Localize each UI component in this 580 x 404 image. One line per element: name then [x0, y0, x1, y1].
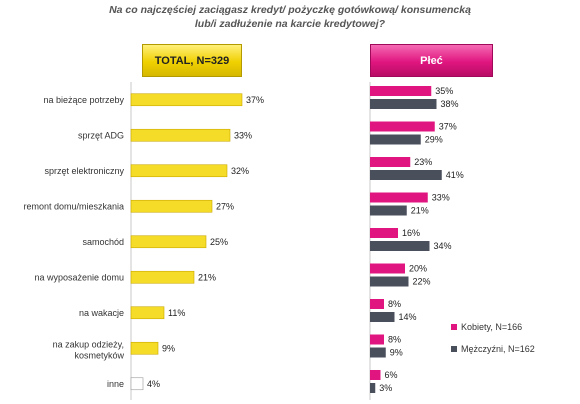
female-bar	[370, 334, 384, 345]
total-value-label: 27%	[216, 201, 234, 211]
male-bar	[370, 241, 430, 251]
total-bar	[130, 306, 165, 320]
male-value-label: 3%	[379, 383, 392, 393]
total-bar	[130, 93, 243, 107]
male-bar	[370, 276, 409, 287]
category-label: na bieżące potrzeby	[43, 95, 124, 105]
chart-title-line-1: Na co najczęściej zaciągasz kredyt/ poży…	[109, 4, 471, 16]
chart-title: Na co najczęściej zaciągasz kredyt/ poży…	[0, 3, 580, 31]
male-value-label: 41%	[446, 170, 464, 180]
total-bar	[130, 164, 228, 178]
female-bar	[370, 263, 405, 274]
legend-male-swatch	[451, 346, 457, 352]
total-bar	[130, 377, 144, 391]
total-value-label: 37%	[246, 95, 264, 105]
female-value-label: 6%	[385, 370, 398, 380]
female-bar	[370, 299, 384, 309]
female-value-label: 35%	[435, 86, 453, 96]
female-bar	[370, 192, 428, 203]
male-bar	[370, 170, 442, 180]
male-bar	[370, 99, 437, 109]
total-value-label: 33%	[234, 130, 252, 140]
category-label: sprzęt elektroniczny	[44, 166, 124, 176]
female-bar	[370, 157, 411, 167]
male-bar	[370, 134, 421, 145]
total-value-label: 4%	[147, 379, 160, 389]
male-value-label: 21%	[411, 206, 429, 216]
category-label: na wyposażenie domu	[34, 272, 124, 282]
male-value-label: 9%	[390, 348, 403, 358]
chart-title-line-2: lub/i zadłużenie na karcie kredytowej?	[194, 18, 386, 30]
male-bar	[370, 205, 407, 216]
male-bar	[370, 347, 386, 358]
total-bar	[130, 128, 231, 142]
total-value-label: 11%	[168, 308, 185, 318]
category-label: samochód	[82, 237, 124, 247]
total-bar	[130, 341, 159, 355]
total-header: TOTAL, N=329	[142, 44, 242, 77]
female-value-label: 8%	[388, 335, 401, 345]
total-value-label: 25%	[210, 237, 228, 247]
female-value-label: 8%	[388, 299, 401, 309]
legend-female-label: Kobiety, N=166	[461, 322, 522, 332]
category-label: na zakup odzieży, kosmetyków	[53, 339, 125, 360]
category-label: sprzęt ADG	[78, 130, 124, 140]
male-value-label: 34%	[434, 241, 452, 251]
female-bar	[370, 370, 381, 380]
legend-male-label: Mężczyźni, N=162	[461, 344, 535, 354]
category-label: inne	[107, 379, 124, 389]
female-value-label: 33%	[432, 193, 450, 203]
male-bar	[370, 312, 395, 322]
gender-header: Płeć	[370, 44, 493, 77]
male-value-label: 38%	[441, 99, 459, 109]
female-bar	[370, 228, 398, 238]
female-value-label: 23%	[414, 157, 432, 167]
category-label: remont domu/mieszkania	[23, 201, 124, 211]
legend-female-swatch	[451, 324, 457, 330]
female-bar	[370, 121, 435, 132]
male-value-label: 14%	[399, 312, 417, 322]
male-bar	[370, 383, 376, 393]
female-value-label: 37%	[439, 122, 457, 132]
female-value-label: 16%	[402, 228, 420, 238]
total-value-label: 21%	[198, 272, 216, 282]
total-bar	[130, 235, 207, 249]
total-value-label: 9%	[162, 343, 175, 353]
total-bar	[130, 199, 213, 213]
male-value-label: 22%	[413, 277, 431, 287]
total-bar	[130, 270, 195, 284]
female-bar	[370, 86, 432, 96]
category-label: na wakacje	[79, 308, 124, 318]
female-value-label: 20%	[409, 264, 427, 274]
male-value-label: 29%	[425, 135, 443, 145]
total-value-label: 32%	[231, 166, 249, 176]
